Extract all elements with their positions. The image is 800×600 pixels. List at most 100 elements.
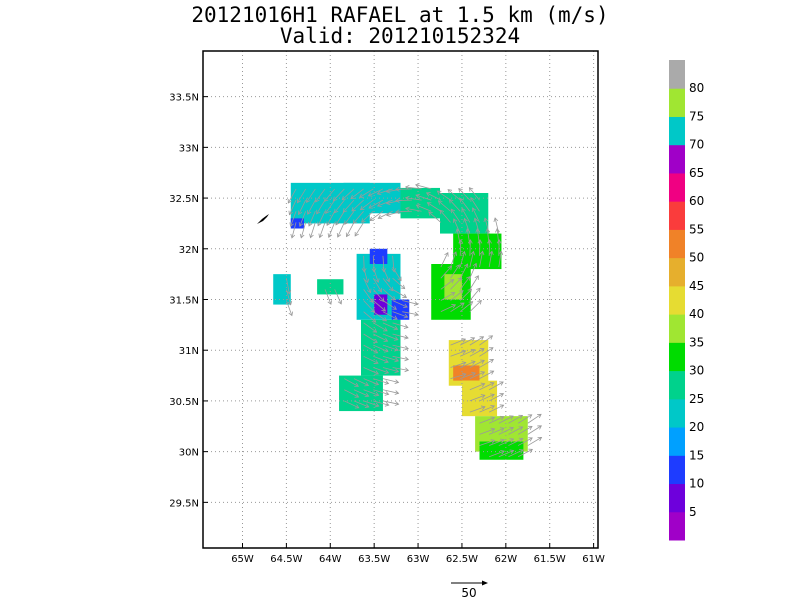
wind-vector-131 (450, 302, 465, 313)
colorbar: 5 10 15 20 25 30 35 40 45 50 55 60 65 70 75 80 (669, 60, 704, 541)
lat-lon-grid (203, 51, 598, 548)
wind-region-10 (317, 279, 344, 295)
colorbar-segment-7 (669, 314, 685, 343)
wind-vector-79 (382, 344, 399, 352)
wind-vector-52 (361, 255, 367, 273)
colorbar-label-12: 65 (689, 166, 704, 180)
wind-vector-186 (471, 207, 480, 223)
wind-vector-87 (381, 255, 387, 273)
wind-vector-207 (493, 217, 500, 234)
wind-vector-181 (479, 335, 494, 346)
wind-vector-147 (459, 250, 466, 268)
wind-vector-68 (372, 277, 382, 293)
wind-vector-191 (489, 427, 505, 435)
wind-vector-71 (361, 210, 374, 223)
wind-vector-123 (440, 251, 449, 268)
wind-vector-23 (325, 199, 335, 214)
bermuda-island (257, 214, 269, 224)
wind-vector-116 (415, 204, 432, 212)
wind-vector-118 (415, 183, 432, 190)
wind-vector-158 (469, 359, 485, 368)
wind-vector-96 (392, 311, 409, 319)
wind-vector-130 (450, 338, 467, 346)
wind-vector-47 (363, 311, 377, 323)
wind-vector-43 (363, 355, 379, 365)
wind-vector-173 (479, 427, 496, 435)
wind-region-11 (273, 274, 291, 305)
wind-vector-127 (450, 372, 467, 379)
wind-vector-45 (363, 333, 378, 343)
wind-vector-22 (326, 211, 336, 227)
wind-vector-40 (363, 389, 380, 397)
wind-vector-101 (391, 255, 397, 273)
wind-vector-119 (440, 304, 457, 313)
wind-vector-122 (440, 265, 453, 279)
wind-vector-102 (377, 210, 393, 220)
colorbar-label-13: 70 (689, 138, 704, 152)
wind-vector-65 (373, 311, 388, 322)
wind-vector-169 (461, 207, 471, 223)
wind-vector-55 (351, 199, 364, 212)
wind-vector-21 (327, 222, 336, 239)
colorbar-segment-11 (669, 201, 685, 230)
wind-vector-126 (425, 192, 442, 201)
wind-vector-6 (287, 188, 297, 204)
wind-vector-44 (363, 344, 379, 354)
wind-vector-206 (495, 228, 500, 245)
wind-vector-179 (479, 358, 495, 368)
colorbar-segment-3 (669, 427, 685, 456)
wind-vector-145 (459, 276, 471, 290)
wind-vector-58 (373, 389, 390, 396)
wind-vector-63 (373, 333, 389, 342)
wind-vector-70 (371, 255, 377, 273)
wind-vector-98 (392, 289, 408, 298)
wind-vector-175 (479, 404, 495, 413)
wind-vector-73 (359, 188, 374, 198)
wind-vector-113 (405, 206, 422, 212)
wind-vector-35 (345, 222, 355, 238)
wind-vector-28 (336, 222, 345, 238)
wind-vector-4 (289, 211, 297, 228)
wind-vector-5 (288, 199, 297, 216)
wind-vector-166 (467, 239, 473, 256)
wind-region-19 (369, 248, 388, 264)
wind-vector-190 (489, 438, 505, 446)
x-tick-label-4: 63W (407, 554, 430, 565)
wind-vector-146 (459, 263, 469, 279)
valid-time: Valid: 201210152324 (279, 24, 521, 48)
wind-vector-13 (307, 199, 316, 215)
wind-vector-9 (297, 199, 307, 216)
y-axis: 29.5N 30N 30.5N 31N 31.5N 32N 32.5N 33N 33.5N (169, 93, 208, 509)
wind-vector-216 (527, 436, 543, 446)
colorbar-label-2: 15 (689, 448, 704, 462)
x-tick-label-5: 62.5W (446, 554, 478, 565)
wind-vector-41 (363, 378, 380, 386)
wind-vector-156 (469, 382, 486, 391)
wind-vector-205 (496, 239, 502, 256)
wind-vector-170 (459, 197, 471, 212)
wind-vector-120 (440, 291, 456, 301)
wind-vector-106 (402, 300, 419, 306)
colorbar-label-8: 45 (689, 279, 704, 293)
wind-vector-72 (359, 199, 374, 211)
wind-vector-90 (367, 188, 384, 197)
wind-vector-200 (498, 449, 515, 458)
reference-vector: 50 (451, 580, 488, 600)
wind-vector-194 (488, 392, 505, 402)
wind-vector-17 (317, 211, 326, 227)
wind-vector-208 (508, 449, 524, 458)
wind-region-14 (461, 380, 498, 417)
wind-vector-81 (382, 322, 399, 331)
wind-region-3 (440, 193, 489, 234)
colorbar-segment-6 (669, 342, 685, 372)
wind-vector-121 (440, 279, 455, 290)
wind-vector-210 (508, 426, 524, 435)
wind-vector-213 (517, 437, 533, 446)
colorbar-label-6: 35 (689, 335, 704, 349)
wind-vector-135 (450, 251, 458, 268)
wind-vector-183 (477, 239, 483, 256)
wind-vector-94 (392, 333, 409, 340)
wind-vector-25 (344, 400, 360, 409)
wind-vector-176 (479, 393, 495, 402)
